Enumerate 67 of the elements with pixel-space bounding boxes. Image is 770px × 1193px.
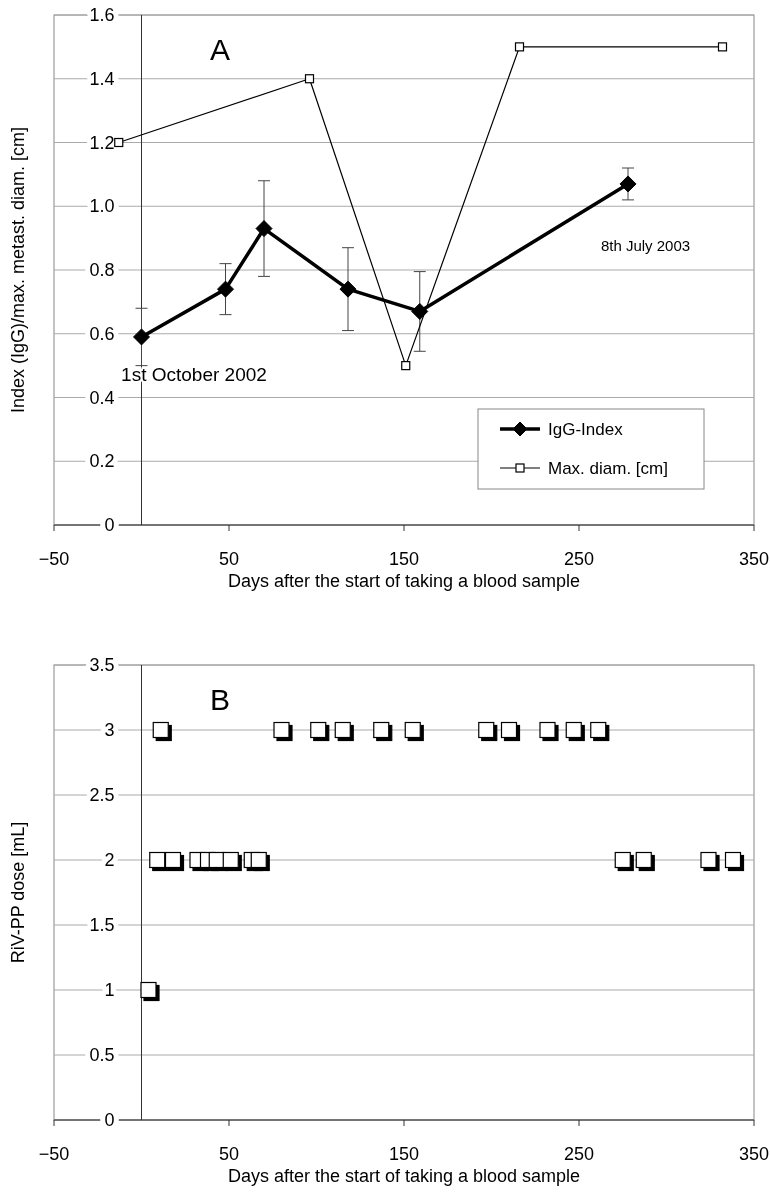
y-tick-label: 3.5 [89, 655, 115, 675]
y-tick-label: 1.4 [89, 68, 115, 89]
point [133, 328, 150, 346]
point [334, 721, 351, 739]
point [565, 721, 582, 739]
point [149, 851, 166, 869]
x-tick-label: 50 [218, 549, 240, 569]
y-tick-label: 2 [104, 850, 115, 870]
y-tick-label: 1 [104, 980, 115, 1000]
point [401, 361, 411, 371]
point [114, 137, 124, 148]
point [539, 721, 556, 739]
y-tick-label: 1.0 [89, 196, 115, 217]
point [590, 721, 607, 739]
x-tick-label: 350 [738, 549, 770, 569]
point [140, 981, 157, 999]
y-tick-label: 1.6 [89, 5, 115, 25]
point [404, 721, 421, 739]
point [373, 721, 390, 739]
point [222, 851, 239, 869]
point [500, 721, 518, 739]
y-tick-label: 0 [104, 515, 115, 535]
point [514, 42, 525, 52]
y-tick-label: 1.5 [89, 915, 115, 935]
annotation: 8th July 2003 [600, 236, 691, 254]
point [717, 42, 728, 52]
x-tick-label: −50 [38, 1144, 70, 1164]
point [255, 220, 273, 238]
y-axis-title: Index (IgG)/max. metast. diam. [cm] [8, 126, 28, 414]
point [478, 721, 495, 739]
x-tick-label: 150 [388, 549, 420, 569]
point [217, 280, 234, 298]
point [164, 851, 182, 869]
point [339, 280, 357, 298]
x-tick-label: 250 [563, 549, 595, 569]
text: B [209, 683, 231, 716]
y-axis-title: RiV-PP dose [mL] [8, 821, 28, 964]
x-tick-label: 350 [738, 1144, 770, 1164]
y-tick-label: 3 [104, 720, 115, 740]
x-axis-title: Days after the start of taking a blood sample [227, 1166, 581, 1186]
x-tick-label: 50 [218, 1144, 240, 1164]
y-tick-label: 0.4 [89, 387, 115, 408]
point [250, 851, 267, 869]
point [724, 851, 742, 869]
x-tick-label: 250 [563, 1144, 595, 1164]
y-tick-label: 0.6 [89, 323, 115, 344]
x-tick-label: 150 [388, 1144, 420, 1164]
y-tick-label: 0.5 [89, 1045, 115, 1065]
x-axis-title: Days after the start of taking a blood sample [227, 571, 581, 591]
point [411, 302, 429, 320]
point [273, 721, 290, 739]
y-tick-label: 0.2 [89, 451, 115, 472]
point [310, 721, 327, 739]
y-tick-label: 0.8 [89, 260, 115, 280]
point [635, 851, 652, 869]
legend-label: IgG-Index [548, 420, 624, 439]
point [304, 74, 315, 84]
point [614, 851, 631, 869]
y-tick-label: 2.5 [89, 785, 115, 805]
text: A [209, 33, 231, 66]
legend-label: Max. diam. [cm] [548, 459, 668, 478]
point [152, 721, 169, 739]
point [619, 175, 637, 193]
point [700, 851, 717, 869]
y-tick-label: 0 [104, 1110, 115, 1130]
x-tick-label: −50 [38, 549, 70, 569]
y-tick-label: 1.2 [89, 132, 115, 153]
